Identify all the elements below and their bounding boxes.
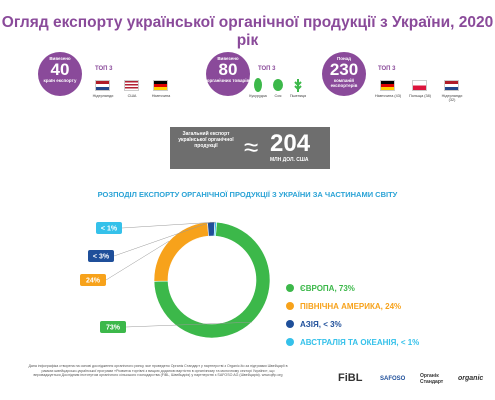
logo: FiBL: [338, 372, 363, 384]
legend-marker: [286, 320, 294, 328]
top-item: Соя: [274, 94, 282, 98]
legend-label: АЗІЯ, < 3%: [300, 320, 342, 329]
total-box: Загальний експорт української органічної…: [170, 127, 330, 169]
top-label: ТОП 3: [258, 66, 276, 72]
flag: [380, 80, 395, 91]
leader-line: [125, 321, 252, 328]
top-item: Кукурудза: [249, 94, 267, 98]
value-label: 24%: [86, 278, 101, 285]
total-approx: ≈: [244, 132, 259, 162]
stat-post: компаній експортерів: [330, 78, 358, 88]
leader-line: [121, 221, 216, 229]
title: Огляд експорту української органічної пр…: [1, 14, 494, 49]
stat-pre: Вивезено: [49, 56, 71, 61]
logo: organic: [458, 375, 484, 382]
donut-slice: [207, 221, 216, 237]
stat-number: 230: [329, 60, 359, 79]
logo: SAFOSO: [380, 376, 406, 382]
stat-post: органічних товарів: [206, 78, 250, 83]
value-label-box: [88, 250, 114, 262]
chart-title: РОЗПОДІЛ ЕКСПОРТУ ОРГАНІЧНОЇ ПРОДУКЦІЇ З…: [97, 190, 398, 199]
donut-chart: 73% ЄВРОПА, 73% 24% ПІВНІЧНА АМЕРИКА, 24% < …: [80, 221, 419, 347]
donut-slice: [153, 221, 209, 282]
top-item: Німеччина (43): [374, 94, 402, 98]
stat-circle: Понад 230 компаній експортерів: [322, 52, 366, 96]
legend-label: ЄВРОПА, 73%: [300, 284, 355, 293]
flag: [444, 80, 459, 91]
logo: Органік Стандарт: [420, 373, 444, 385]
value-label-box: [96, 222, 122, 234]
crop-icons: [254, 78, 302, 92]
total-number: 204: [270, 130, 311, 157]
flag: [95, 80, 110, 91]
leader-line: [113, 221, 212, 257]
value-label: 73%: [106, 325, 121, 332]
stat-pre: Понад: [336, 56, 352, 61]
top-item: Німеччина: [151, 94, 171, 98]
value-label: < 1%: [101, 226, 118, 233]
legend-label: ПІВНІЧНА АМЕРИКА, 24%: [300, 302, 401, 311]
stat-number: 40: [50, 60, 70, 79]
top-item: Нідерланди (32): [441, 94, 463, 102]
legend-marker: [286, 338, 294, 346]
stat-post: країн експорту: [43, 78, 77, 83]
top-item: США: [127, 94, 137, 98]
top-item: Нідерланди: [92, 94, 114, 98]
top-label: ТОП 3: [95, 66, 113, 72]
stat-circle: Вивезено 40 країн експорту: [38, 52, 82, 96]
value-label-box: [100, 321, 126, 333]
flag: [412, 80, 427, 91]
legend-marker: [286, 284, 294, 292]
top-label: ТОП 3: [378, 66, 396, 72]
legend-marker: [286, 302, 294, 310]
total-unit: МЛН ДОЛ. США: [270, 157, 309, 163]
leader-line: [105, 240, 170, 281]
top-item: Пшениця: [289, 94, 307, 98]
stat-number: 80: [218, 60, 238, 79]
footer-text: Дана інфографіка створена на основі досл…: [28, 364, 288, 378]
total-label: Загальний експорт української органічної…: [178, 131, 234, 149]
value-label: < 3%: [93, 254, 110, 261]
donut-slice: [153, 221, 271, 339]
flag: [124, 80, 139, 91]
stat-circle: Вивезено 80 органічних товарів: [206, 52, 250, 96]
top-item: Польща (38): [409, 94, 431, 98]
flag: [153, 80, 168, 91]
value-label-box: [80, 274, 106, 286]
stat-pre: Вивезено: [217, 56, 239, 61]
legend-label: АВСТРАЛІЯ ТА ОКЕАНІЯ, < 1%: [300, 338, 419, 347]
